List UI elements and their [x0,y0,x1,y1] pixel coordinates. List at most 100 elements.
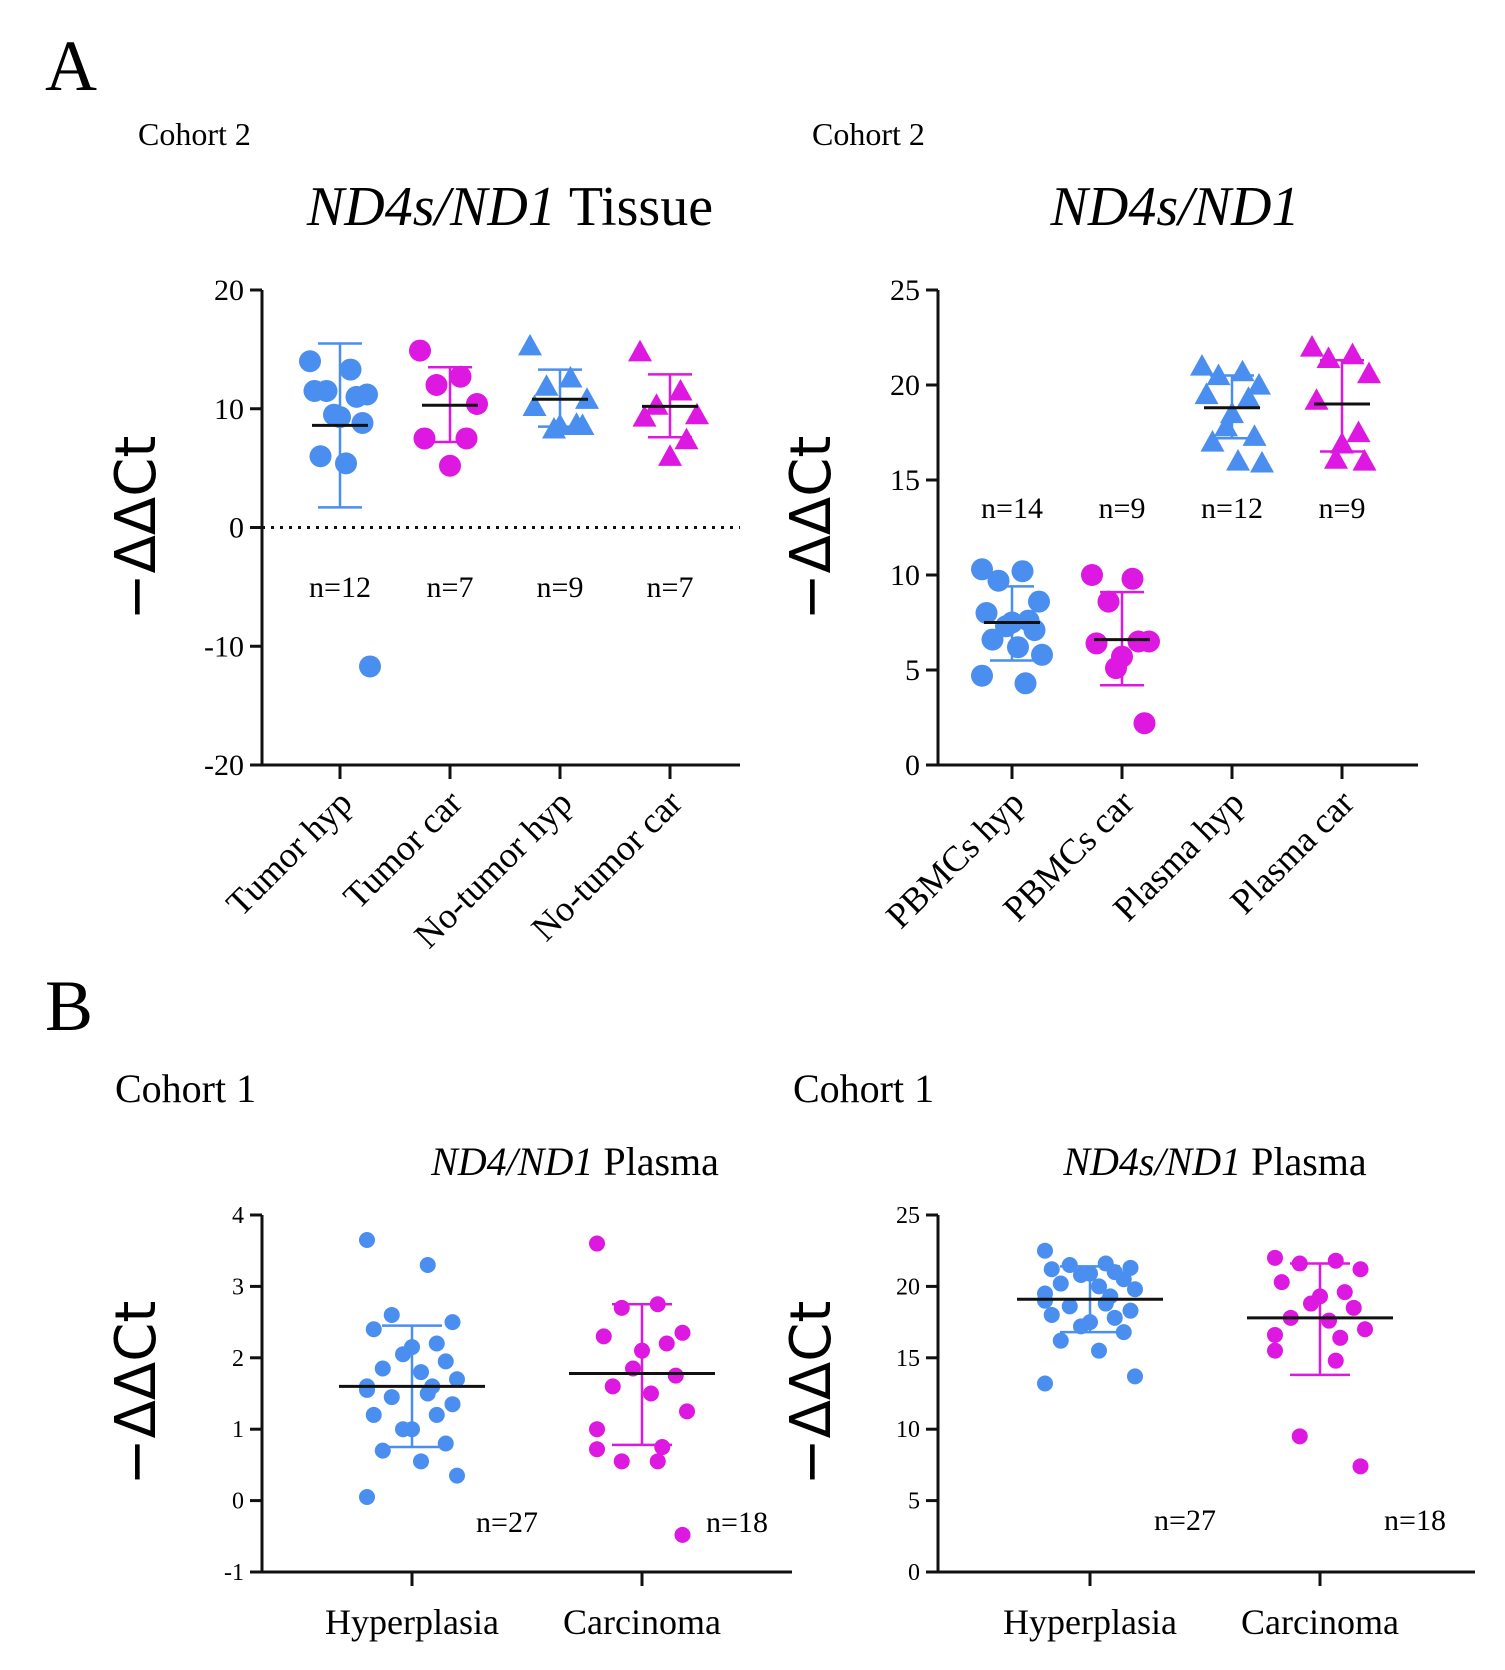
series-plasma-hyp: n=12 [1190,354,1274,525]
data-point [323,403,345,426]
data-point [1291,1255,1308,1272]
y-tick-label: 20 [890,369,920,402]
y-axis-label: −ΔΔCt [104,436,169,621]
data-point [413,1364,429,1381]
y-tick-label: 25 [896,1203,920,1229]
series-pbmcs-hyp: n=14 [971,492,1053,695]
data-point [1327,1352,1344,1369]
data-point [309,445,332,468]
x-category-label: Tumor hyp [218,782,359,923]
data-point [628,339,652,362]
data-point [518,333,542,356]
data-point [1300,335,1324,357]
data-point [1304,388,1329,410]
data-point [534,374,559,396]
y-tick-label: 0 [232,1489,244,1515]
y-tick-label: 0 [905,749,920,782]
data-point [995,615,1017,638]
data-point [449,1467,465,1484]
data-point [971,558,993,581]
chart-B-left: Cohort 1 ND4/ND1 Plasma −ΔΔCt -1 0 1 2 3 4 Hyperp… [104,1066,792,1642]
y-axis-label: −ΔΔCt [779,436,844,621]
data-point [1061,1256,1078,1273]
data-point [339,358,362,381]
x-category-label: Hyperplasia [1003,1602,1177,1642]
data-point [359,1381,375,1398]
data-point [1291,1428,1308,1445]
chart-title-rest: Plasma [593,1139,719,1184]
data-point [649,1453,666,1470]
data-point [444,1396,461,1413]
n-label: n=14 [981,492,1043,525]
data-point [1340,342,1365,365]
y-tick-label: 5 [905,654,920,687]
data-point [1122,1302,1139,1319]
data-point [658,444,682,466]
data-point [1273,1274,1290,1291]
data-point [1327,1252,1344,1269]
data-point [1028,590,1050,613]
y-tick-label: 1 [232,1417,244,1443]
chart-title: ND4s/ND1 Tissue [306,176,713,238]
data-point [1133,712,1156,735]
chart-title-italic: ND4s/ND1 [1050,176,1300,238]
data-point [425,374,448,396]
n-label: n=9 [1099,492,1146,525]
data-point [1031,643,1053,666]
chart-B-right: Cohort 1 ND4s/ND1 Plasma −ΔΔCt 0 5 10 15 20 25 Hy… [779,1066,1475,1642]
data-point [1081,564,1103,586]
data-point [1352,1458,1369,1475]
y-tick-label: 15 [890,464,920,497]
data-point [679,1403,695,1420]
y-tick-label: 20 [896,1274,920,1300]
y-tick-label: 2 [232,1346,244,1372]
data-point [542,416,566,439]
data-point [1127,1281,1143,1298]
n-label: n=9 [1319,492,1366,525]
data-point [674,1526,691,1543]
data-point [595,1328,612,1345]
data-point [1043,1261,1060,1278]
data-point [1236,386,1261,408]
chart-title-italic: ND4s/ND1 [1062,1139,1241,1184]
data-point [409,339,431,362]
y-tick-label: 10 [890,559,920,592]
data-point [1346,420,1371,443]
data-point [365,1321,382,1338]
n-label: n=27 [476,1506,538,1539]
data-point [1352,1261,1369,1278]
y-tick-label: 10 [896,1417,920,1443]
data-point [1121,567,1144,590]
data-point [299,350,321,373]
y-tick-label: 4 [232,1203,244,1229]
data-point [449,1371,465,1388]
data-point [437,1353,454,1370]
data-point [604,1378,621,1395]
data-point [1127,1368,1143,1385]
data-point [558,365,583,388]
data-point [1023,619,1046,642]
n-label: n=9 [537,571,584,604]
data-point [668,378,693,401]
series-tumor-hyp: n=12 [299,342,381,678]
data-point [1250,450,1274,473]
series-carcinoma: n=18 [1247,1249,1446,1537]
data-point [449,365,472,388]
cohort-label: Cohort 1 [115,1066,256,1111]
data-point [1226,449,1250,471]
data-point [1206,363,1231,386]
data-point [1091,1278,1107,1295]
data-point [444,1314,461,1331]
data-point [359,1489,375,1506]
series-carcinoma: n=18 [569,1235,768,1543]
x-category-label: Carcinoma [563,1602,721,1642]
chart-title-rest: Plasma [1241,1139,1367,1184]
data-point [1247,373,1271,395]
series-hyperplasia: n=27 [339,1231,538,1539]
series-no-tumor-car: n=7 [628,339,709,604]
data-point [1091,1342,1107,1359]
series-pbmcs-car: n=9 [1081,492,1160,735]
data-point [1214,414,1238,437]
data-point [1316,346,1341,368]
data-point [667,1367,684,1384]
